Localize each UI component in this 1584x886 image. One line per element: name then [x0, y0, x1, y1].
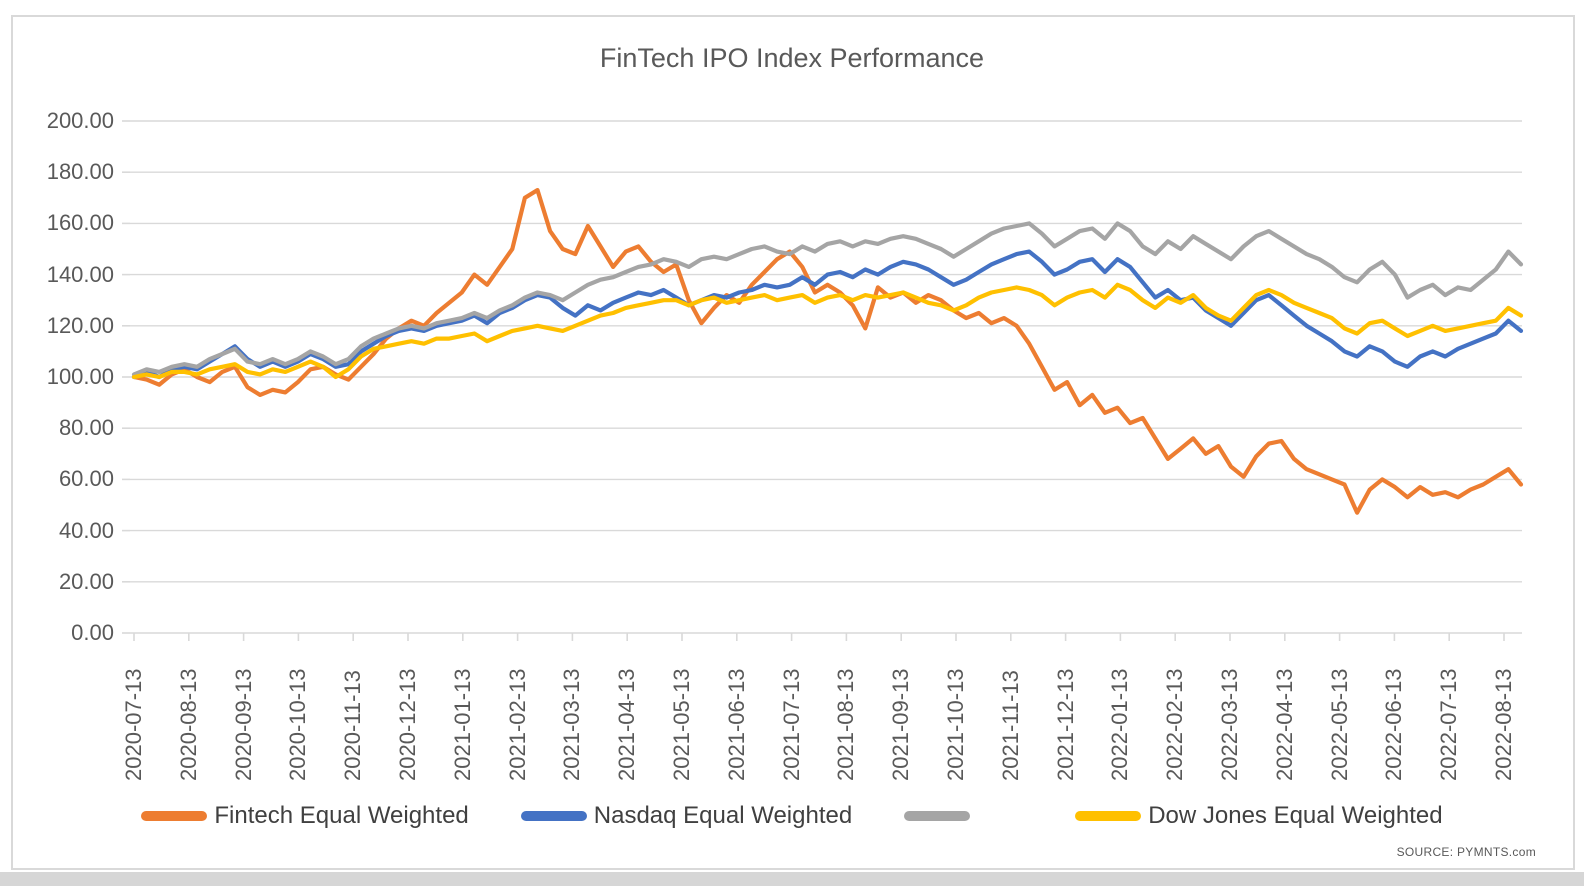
x-axis-label: 2021-10-13: [943, 668, 968, 781]
legend-label-dowjones: Dow Jones Equal Weighted: [1148, 802, 1443, 829]
y-axis-label: 160.00: [46, 210, 114, 236]
x-axis-label: 2020-08-13: [175, 668, 201, 781]
series-line-gray: [131, 221, 1524, 377]
y-axis-label: 0.00: [71, 620, 114, 645]
x-axis-label: 2022-04-13: [1271, 668, 1297, 781]
x-axis-label: 2021-07-13: [778, 668, 804, 781]
x-axis-label: 2021-08-13: [833, 668, 859, 781]
y-axis-label: 180.00: [46, 159, 114, 185]
legend-item-nasdaq: Nasdaq Equal Weighted: [520, 801, 853, 831]
x-axis-label: 2020-11-13: [340, 670, 366, 781]
x-axis-label: 2022-03-13: [1217, 668, 1242, 781]
y-axis-label: 200.00: [46, 108, 114, 133]
y-axis-label: 20.00: [58, 568, 114, 594]
y-axis-label: 80.00: [58, 415, 114, 441]
x-axis-label: 2020-12-13: [395, 668, 420, 781]
x-axis-label: 2021-06-13: [723, 668, 749, 781]
legend-swatch-nasdaq: [520, 811, 587, 821]
x-axis-label: 2022-02-13: [1162, 668, 1188, 781]
x-axis-label: 2020-09-13: [230, 668, 256, 781]
chart-title: FinTech IPO Index Performance: [599, 43, 985, 73]
legend-swatch-gray: [904, 811, 971, 821]
legend-swatch-fintech: [141, 811, 208, 821]
x-axis-label: 2022-07-13: [1436, 668, 1462, 781]
x-axis-label: 2021-05-13: [669, 668, 694, 781]
bottom-strip: [0, 872, 1584, 886]
y-axis-label: 140.00: [46, 261, 114, 287]
x-axis-label: 2021-12-13: [1052, 668, 1078, 781]
x-axis-label: 2022-06-13: [1381, 668, 1407, 781]
source-note: SOURCE: PYMNTS.com: [1396, 845, 1536, 859]
y-axis-label: 120.00: [46, 312, 114, 338]
series-line-fintech: [131, 188, 1524, 515]
legend-item-fintech: Fintech Equal Weighted: [141, 801, 469, 831]
x-axis-label: 2022-01-13: [1107, 668, 1133, 781]
y-axis-label: 60.00: [58, 466, 114, 492]
legend-swatch-dowjones: [1075, 811, 1142, 821]
x-axis-label: 2020-10-13: [285, 668, 311, 781]
x-axis-label: 2022-08-13: [1491, 668, 1516, 781]
x-axis-label: 2022-05-13: [1326, 668, 1352, 781]
chart-frame: [11, 15, 1575, 870]
x-axis-label: 2021-09-13: [888, 668, 914, 781]
x-axis-label: 2021-11-13: [997, 670, 1023, 781]
legend: Fintech Equal Weighted Nasdaq Equal Weigh…: [0, 801, 1584, 831]
x-axis-label: 2021-01-13: [449, 668, 475, 781]
x-axis-label: 2021-04-13: [614, 668, 640, 781]
x-axis-label: 2021-03-13: [559, 668, 585, 781]
x-axis-label: 2020-07-13: [121, 668, 146, 781]
legend-label-fintech: Fintech Equal Weighted: [214, 802, 469, 829]
y-axis-label: 40.00: [58, 517, 114, 543]
y-axis-label: 100.00: [46, 364, 114, 389]
legend-item-dowjones: Dow Jones Equal Weighted: [1075, 801, 1443, 831]
legend-label-nasdaq: Nasdaq Equal Weighted: [593, 802, 853, 829]
series-line-dowjones: [131, 282, 1524, 380]
legend-item-gray: [904, 811, 1023, 821]
series-line-nasdaq: [131, 249, 1524, 380]
x-axis-label: 2021-02-13: [504, 668, 530, 781]
